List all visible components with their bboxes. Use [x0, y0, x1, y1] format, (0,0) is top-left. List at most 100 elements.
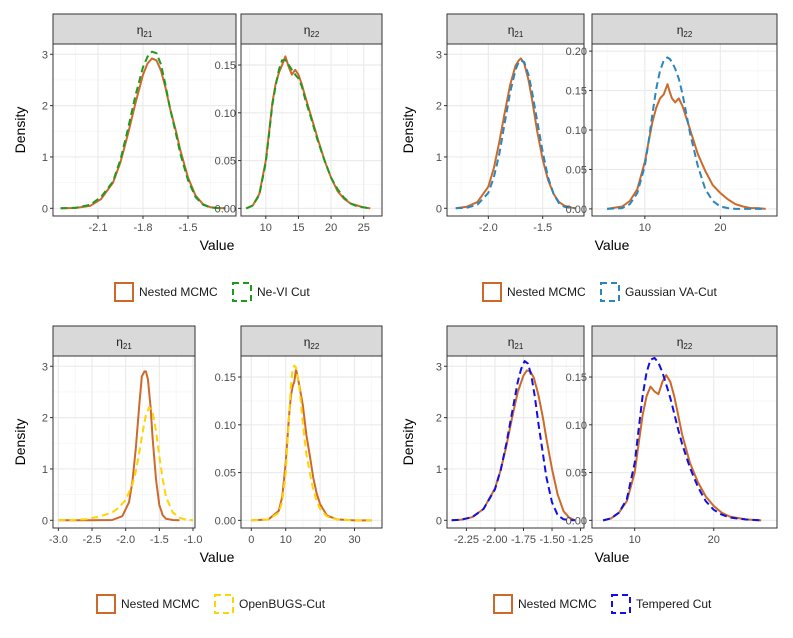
- y-tick-label: 0.15: [215, 60, 236, 72]
- y-tick-label: 0.20: [566, 46, 587, 58]
- legend-key-gaussian: [600, 282, 620, 302]
- legend: Nested MCMC Gaussian VA-Cut: [482, 282, 717, 302]
- density-line-gaussian: [607, 56, 766, 210]
- panel-D-1: η21 -2.25 -2.00 -1.75 -1.50 -1.25 0 1 2 3: [436, 325, 593, 546]
- x-tick-label: -3.0: [49, 534, 68, 546]
- y-tick-label: 1: [436, 464, 442, 476]
- legend-label: OpenBUGS-Cut: [239, 597, 326, 611]
- y-tick-label: 1: [42, 152, 48, 164]
- legend-label: Tempered Cut: [636, 597, 712, 611]
- y-axis-title: Density: [400, 419, 416, 466]
- x-tick-label: -2.25: [454, 534, 479, 546]
- legend-key-nested: [493, 594, 513, 614]
- y-tick-label: 2: [42, 413, 48, 425]
- density-line-nested: [451, 369, 576, 522]
- x-axis-title: Value: [595, 237, 630, 253]
- x-tick-label: 10: [629, 534, 641, 546]
- y-tick-label: 0.05: [215, 468, 236, 480]
- density-line-nevi: [245, 59, 371, 210]
- x-tick-label: -1.0: [183, 534, 202, 546]
- y-axis-title: Density: [12, 107, 28, 154]
- panel-B-2: η22 10 20 0.00 0.05 0.10 0.15 0.20: [566, 13, 778, 234]
- y-tick-label: 2: [436, 101, 442, 113]
- legend-label: Ne-VI Cut: [257, 285, 310, 299]
- density-line-nevi: [60, 50, 226, 210]
- density-line-tempered: [451, 360, 575, 522]
- y-tick-label: 0.15: [566, 86, 587, 98]
- legend-key-openbugs: [214, 594, 234, 614]
- y-axis-title: Density: [400, 107, 416, 154]
- y-tick-label: 3: [42, 49, 48, 61]
- facet-strip-label: η22: [304, 335, 320, 351]
- facet-strip-label: η21: [508, 23, 524, 39]
- y-tick-label: 3: [42, 361, 48, 373]
- x-tick-label: 20: [708, 534, 720, 546]
- legend: Nested MCMC Ne-VI Cut: [114, 282, 310, 302]
- panel-C-1: η21 -3.0 -2.5 -2.0 -1.5 -1.0 0 1 2 3: [42, 325, 202, 546]
- facet-strip-label: η22: [677, 23, 693, 39]
- x-tick-label: -1.5: [533, 222, 552, 234]
- x-tick-label: 10: [260, 222, 272, 234]
- x-tick-label: 0: [248, 534, 254, 546]
- density-line-openbugs: [58, 406, 194, 522]
- facet-strip: [240, 13, 383, 45]
- x-tick-label: 20: [325, 222, 337, 234]
- x-tick-label: -2.1: [89, 222, 108, 234]
- panel-B-1: η21 -2.0 -1.5 0 1 2 3: [436, 13, 585, 234]
- y-tick-label: 0.00: [566, 515, 587, 527]
- facet-strip-label: η22: [304, 23, 320, 39]
- density-line-nested: [58, 370, 180, 522]
- panel-background: [241, 356, 382, 528]
- y-tick-label: 0.05: [215, 156, 236, 168]
- x-tick-label: 20: [314, 534, 326, 546]
- panel-background: [53, 356, 195, 528]
- y-tick-label: 0.10: [215, 420, 236, 432]
- legend-label: Nested MCMC: [507, 285, 586, 299]
- y-tick-label: 0.15: [566, 372, 587, 384]
- panel-background: [241, 44, 382, 216]
- y-tick-label: 3: [436, 49, 442, 61]
- y-tick-label: 2: [436, 413, 442, 425]
- density-line-openbugs: [251, 364, 372, 522]
- legend-label: Nested MCMC: [518, 597, 597, 611]
- legend-key-nevi: [232, 282, 252, 302]
- figure-C: η21 -3.0 -2.5 -2.0 -1.5 -1.0 0 1 2 3 η22 0 10 20 30 0.0…: [12, 325, 383, 614]
- x-axis-title: Value: [595, 549, 630, 565]
- x-tick-label: -2.0: [479, 222, 498, 234]
- legend-label: Nested MCMC: [139, 285, 218, 299]
- figure-B: η21 -2.0 -1.5 0 1 2 3 η22 10 20 0.00 0.05 0.10 0.15 0.…: [400, 13, 778, 302]
- density-line-gaussian: [455, 59, 576, 210]
- legend: Nested MCMC OpenBUGS-Cut: [96, 594, 326, 614]
- x-axis-title: Value: [200, 237, 235, 253]
- panel-border: [52, 43, 237, 217]
- facet-strip-label: η21: [508, 335, 524, 351]
- y-axis-title: Density: [12, 419, 28, 466]
- panel-border: [446, 355, 585, 529]
- x-tick-label: 30: [348, 534, 360, 546]
- panel-border: [240, 355, 383, 529]
- facet-strip: [240, 325, 383, 357]
- density-line-nested: [602, 374, 762, 522]
- x-tick-label: -1.75: [511, 534, 536, 546]
- legend-key-tempered: [611, 594, 631, 614]
- y-tick-label: 0.05: [566, 468, 587, 480]
- y-tick-label: 0: [42, 515, 48, 527]
- y-tick-label: 0.10: [215, 108, 236, 120]
- facet-strip: [446, 325, 585, 357]
- facet-strip: [446, 13, 585, 45]
- y-tick-label: 0: [436, 515, 442, 527]
- legend-key-nested: [482, 282, 502, 302]
- x-tick-label: -1.50: [539, 534, 564, 546]
- x-tick-label: 15: [292, 222, 304, 234]
- facet-strip-label: η21: [137, 23, 153, 39]
- x-tick-label: -1.5: [179, 222, 198, 234]
- panel-A-1: η21 -2.1 -1.8 -1.5 0 1 2 3: [42, 13, 237, 234]
- x-tick-label: -1.8: [134, 222, 153, 234]
- panel-D-2: η22 10 20 0.00 0.05 0.10 0.15: [566, 325, 778, 546]
- y-tick-label: 3: [436, 361, 442, 373]
- panel-border: [591, 355, 778, 529]
- x-tick-label: 10: [639, 222, 651, 234]
- density-line-tempered: [602, 356, 762, 522]
- x-tick-label: 25: [358, 222, 370, 234]
